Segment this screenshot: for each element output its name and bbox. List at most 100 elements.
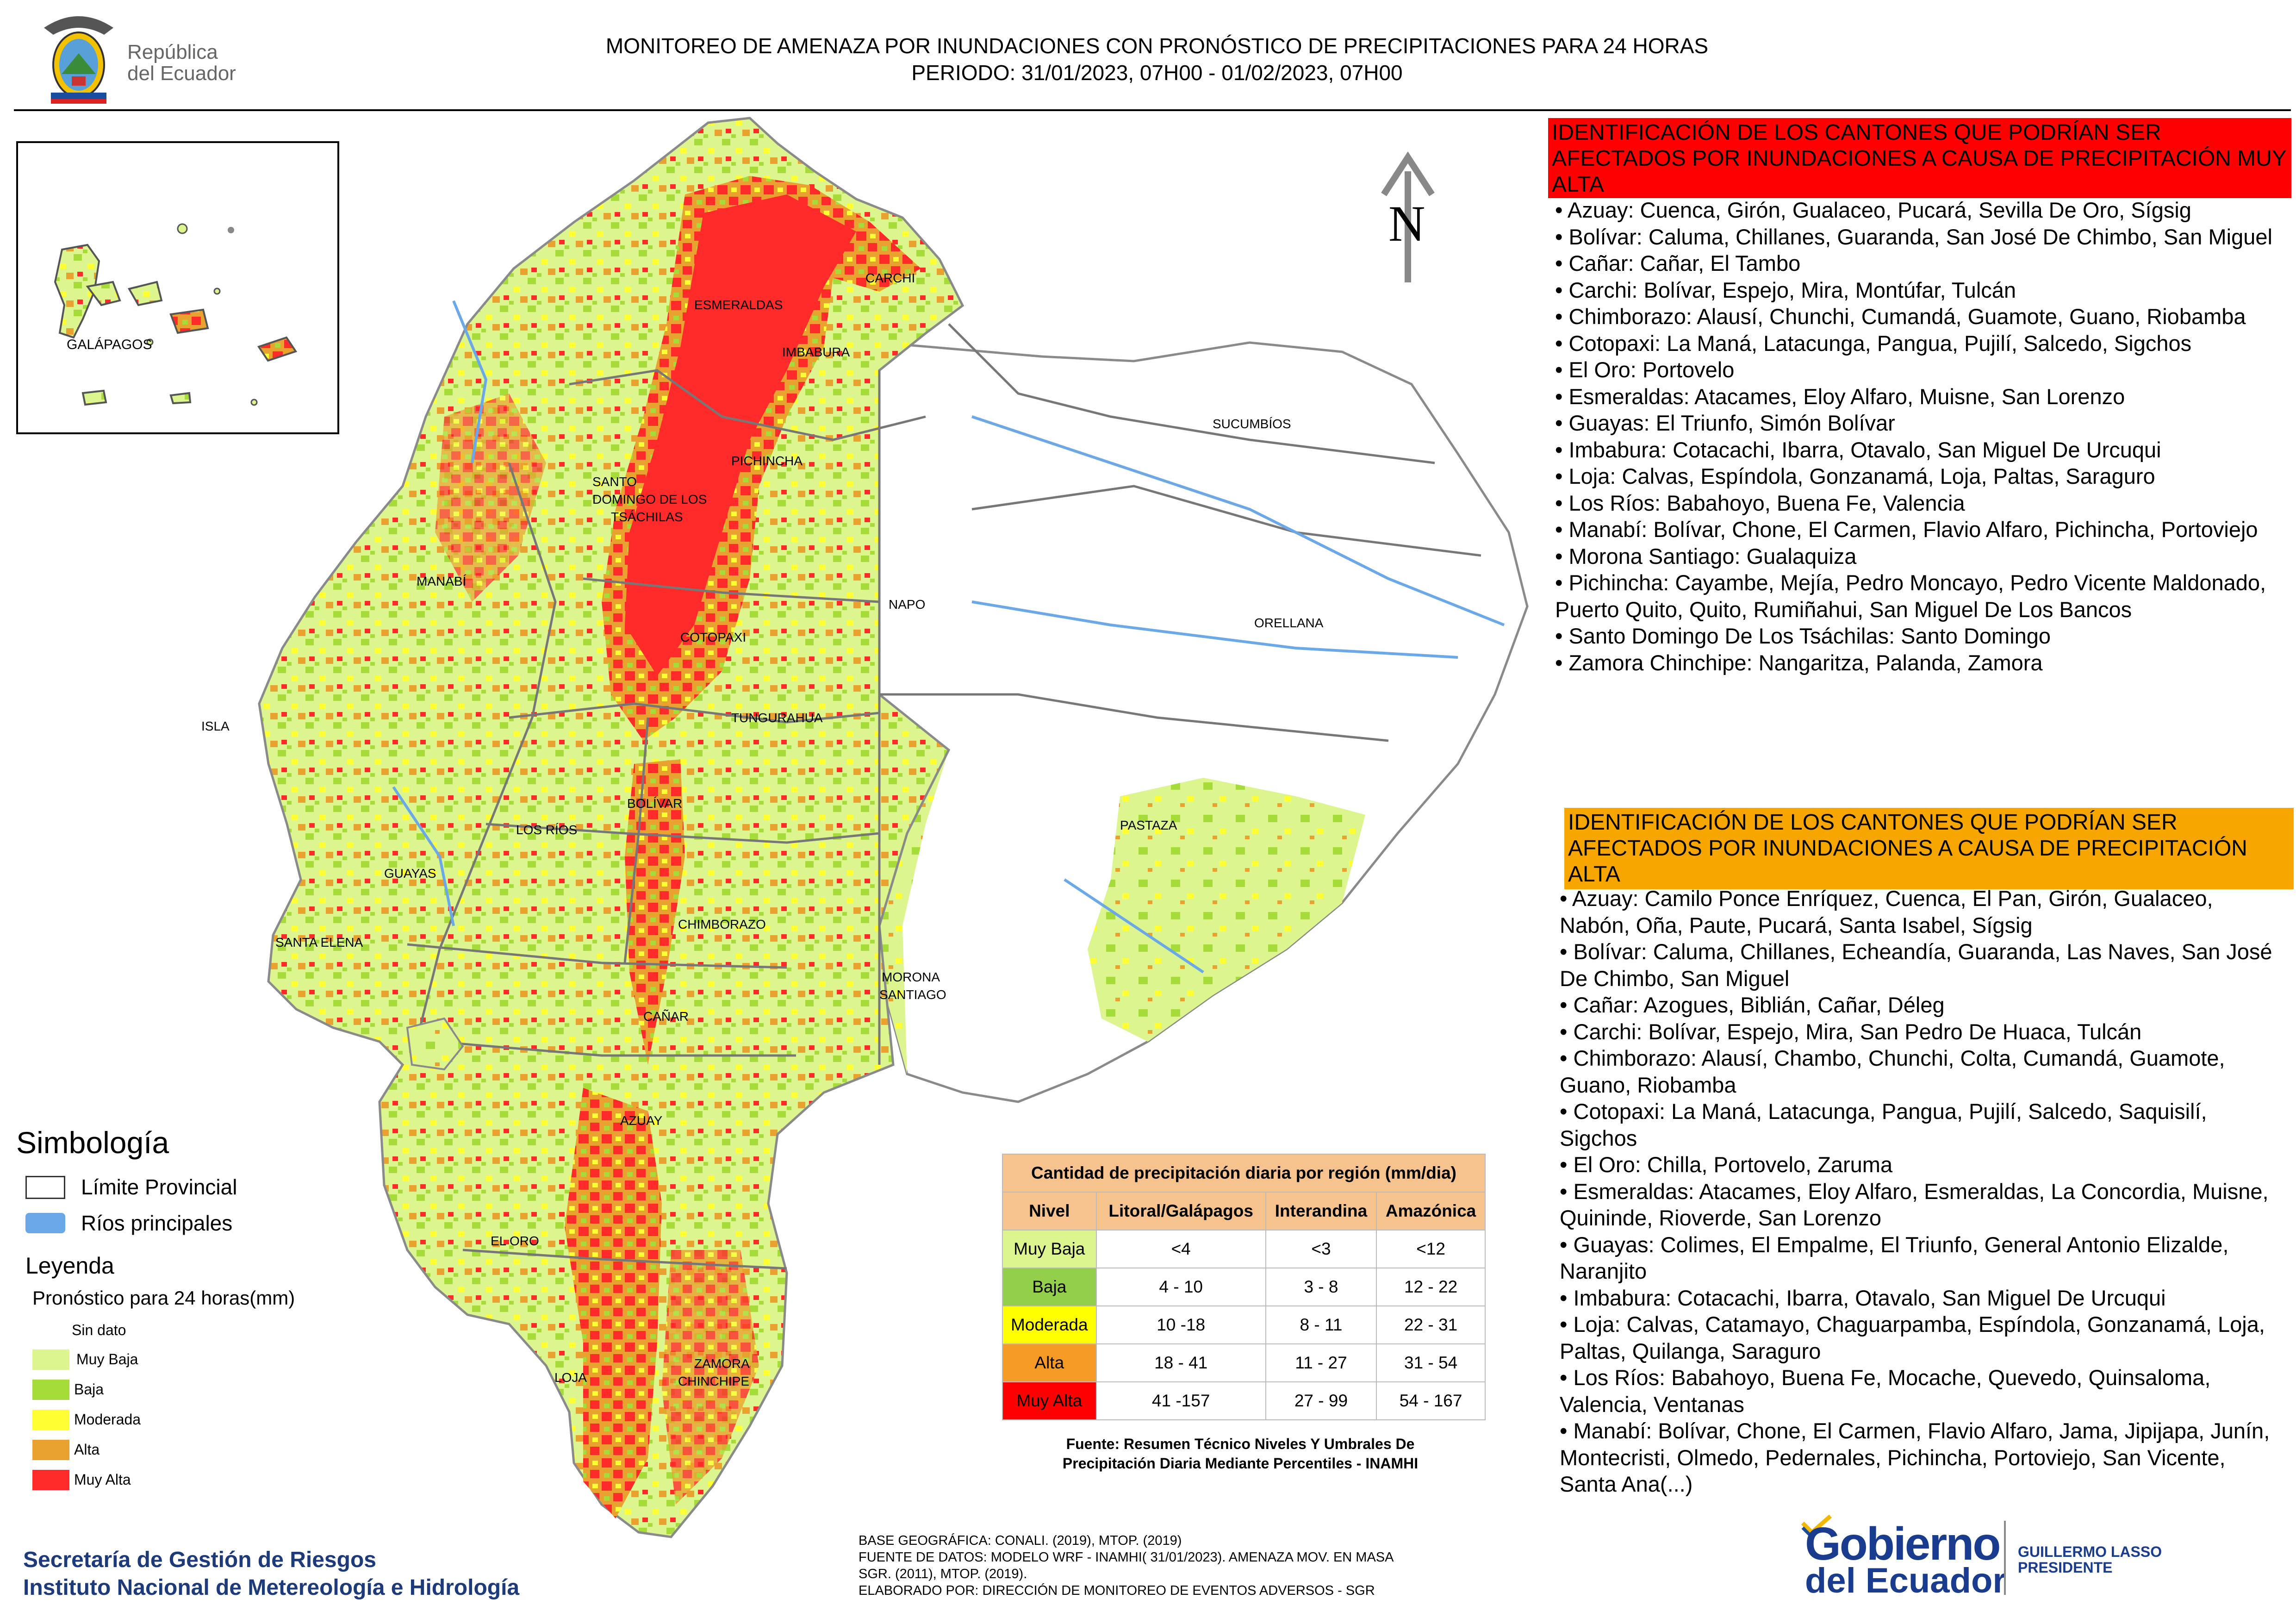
- credit-line: ELABORADO POR: DIRECCIÓN DE MONITOREO DE…: [859, 1583, 1375, 1598]
- list-item: • Manabí: Bolívar, Chone, El Carmen, Fla…: [1560, 1418, 2270, 1496]
- label-pastaza: PASTAZA: [1120, 818, 1177, 832]
- republica-emblem: República del Ecuador: [35, 9, 243, 106]
- list-item: • Bolívar: Caluma, Chillanes, Guaranda, …: [1555, 224, 2272, 249]
- table-cell: <12: [1376, 1230, 1486, 1268]
- table-cell-nivel: Alta: [1002, 1343, 1097, 1382]
- table-cell-nivel: Baja: [1002, 1268, 1097, 1306]
- label-azuay: AZUAY: [620, 1113, 663, 1128]
- table-header: Interandina: [1265, 1192, 1377, 1230]
- label-el-oro: EL ORO: [491, 1234, 539, 1248]
- leyenda-title: Leyenda: [25, 1253, 114, 1279]
- rios-swatch: [25, 1213, 65, 1233]
- label-galapagos: GALÁPAGOS: [67, 337, 152, 352]
- provincial-boundaries: [407, 323, 1481, 1270]
- label-tsachilas: TSÁCHILAS: [611, 510, 683, 524]
- gob-line-1: Gobierno: [1805, 1518, 2001, 1570]
- precipitation-table: Cantidad de precipitación diaria por reg…: [1002, 1154, 1486, 1420]
- list-item: • Chimborazo: Alausí, Chambo, Chunchi, C…: [1560, 1046, 2225, 1097]
- pronostico-title: Pronóstico para 24 horas(mm): [32, 1287, 295, 1309]
- simbologia-title: Simbología: [16, 1125, 169, 1160]
- footer-credits: BASE GEOGRÁFICA: CONALI. (2019), MTOP. (…: [859, 1532, 1506, 1599]
- org-line-2: Instituto Nacional de Metereología e Hid…: [23, 1575, 520, 1600]
- limite-swatch: [25, 1176, 65, 1199]
- gob-person-name: GUILLERMO LASSO: [2018, 1543, 2162, 1560]
- table-row: Muy Alta 41 -157 27 - 99 54 - 167: [1002, 1381, 1486, 1420]
- table-cell: 10 -18: [1095, 1305, 1266, 1344]
- label-chinchipe: CHINCHIPE: [678, 1374, 749, 1388]
- legend-label: Alta: [74, 1441, 100, 1458]
- list-item: • Loja: Calvas, Catamayo, Chaguarpamba, …: [1560, 1312, 2265, 1363]
- label-chimborazo: CHIMBORAZO: [678, 917, 766, 931]
- list-item: • Carchi: Bolívar, Espejo, Mira, San Ped…: [1560, 1019, 2142, 1044]
- table-cell: 31 - 54: [1376, 1343, 1486, 1382]
- legend-label: Baja: [74, 1381, 104, 1398]
- isla-puna: [406, 1017, 464, 1071]
- legend-label: Moderada: [74, 1411, 141, 1428]
- list-item: • Cotopaxi: La Maná, Latacunga, Pangua, …: [1560, 1099, 2207, 1150]
- label-cotopaxi: COTOPAXI: [680, 630, 746, 644]
- emblem-text-1: República: [127, 41, 218, 63]
- table-cell: 11 - 27: [1265, 1343, 1377, 1382]
- title-line-2: PERIODO: 31/01/2023, 07H00 - 01/02/2023,…: [911, 61, 1403, 85]
- legend-swatch: [32, 1349, 69, 1370]
- table-cell: 3 - 8: [1265, 1268, 1377, 1306]
- list-item: • Santo Domingo De Los Tsáchilas: Santo …: [1555, 624, 2051, 648]
- emblem-text-2: del Ecuador: [127, 62, 236, 85]
- galapagos-map: GALÁPAGOS: [54, 223, 298, 406]
- label-canar: CAÑAR: [643, 1009, 689, 1024]
- list-item: • Azuay: Cuenca, Girón, Gualaceo, Pucará…: [1555, 198, 2191, 222]
- label-zamora: ZAMORA: [694, 1356, 750, 1371]
- list-item: • Esmeraldas: Atacames, Eloy Alfaro, Mui…: [1555, 384, 2125, 409]
- north-label: N: [1388, 195, 1425, 252]
- table-cell: <3: [1265, 1230, 1377, 1268]
- source-line-1: Fuente: Resumen Técnico Niveles Y Umbral…: [1066, 1436, 1415, 1452]
- table-cell-nivel: Muy Alta: [1002, 1381, 1097, 1420]
- legend-swatch: [32, 1470, 69, 1490]
- label-los-rios: LOS RÍOS: [516, 823, 577, 837]
- list-item: • Bolívar: Caluma, Chillanes, Echeandía,…: [1560, 939, 2272, 991]
- galapagos-inset: GALÁPAGOS: [16, 141, 339, 434]
- legend-swatch: [32, 1440, 69, 1460]
- list-item: • Azuay: Camilo Ponce Enríquez, Cuenca, …: [1560, 886, 2213, 937]
- table-cell: <4: [1095, 1230, 1266, 1268]
- label-santo: SANTO: [592, 475, 637, 489]
- gob-line-2: del Ecuador: [1805, 1561, 2006, 1600]
- gob-person: GUILLERMO LASSO PRESIDENTE: [2018, 1544, 2162, 1575]
- table-cell: 22 - 31: [1376, 1305, 1486, 1344]
- list-item: • Zamora Chinchipe: Nangaritza, Palanda,…: [1555, 650, 2043, 675]
- list-item: • Cañar: Cañar, El Tambo: [1555, 251, 1801, 275]
- gob-divider: [2004, 1521, 2006, 1595]
- gobierno-logo: Gobierno del Ecuador GUILLERMO LASSO PRE…: [1800, 1514, 2263, 1602]
- ecuador-map: ESMERALDAS CARCHI IMBABURA SUCUMBÍOS PIC…: [201, 117, 1529, 1538]
- list-item: • Imbabura: Cotacachi, Ibarra, Otavalo, …: [1560, 1285, 2166, 1310]
- north-core: [625, 194, 856, 676]
- list-item: • Esmeraldas: Atacames, Eloy Alfaro, Esm…: [1560, 1179, 2269, 1230]
- north-arrow-icon: N: [1381, 151, 1435, 282]
- map-title: MONITOREO DE AMENAZA POR INUNDACIONES CO…: [417, 32, 1898, 86]
- orange-panel-heading: IDENTIFICACIÓN DE LOS CANTONES QUE PODRÍ…: [1564, 808, 2294, 889]
- list-item: • Manabí: Bolívar, Chone, El Carmen, Fla…: [1555, 517, 2258, 542]
- province-labels: ESMERALDAS CARCHI IMBABURA SUCUMBÍOS PIC…: [201, 271, 1324, 1388]
- table-header: Litoral/Galápagos: [1095, 1192, 1266, 1230]
- south-hot-zone: [565, 1088, 662, 1518]
- table-cell: 4 - 10: [1095, 1268, 1266, 1306]
- table-header: Amazónica: [1376, 1192, 1486, 1230]
- south-hot-zone-2: [662, 1250, 759, 1505]
- footer-organizations: Secretaría de Gestión de Riesgos Institu…: [23, 1546, 519, 1602]
- pastaza-green: [1088, 778, 1365, 1042]
- table-row: Baja 4 - 10 3 - 8 12 - 22: [1002, 1268, 1486, 1306]
- list-item: • Imbabura: Cotacachi, Ibarra, Otavalo, …: [1555, 437, 2161, 462]
- list-item: • Chimborazo: Alausí, Chunchi, Cumandá, …: [1555, 304, 2246, 329]
- red-panel-heading: IDENTIFICACIÓN DE LOS CANTONES QUE PODRÍ…: [1548, 118, 2291, 198]
- table-cell: 54 - 167: [1376, 1381, 1486, 1420]
- table-cell: 12 - 22: [1376, 1268, 1486, 1306]
- table-cell: 8 - 11: [1265, 1305, 1377, 1344]
- list-item: • Los Ríos: Babahoyo, Buena Fe, Mocache,…: [1560, 1365, 2211, 1417]
- table-cell-nivel: Muy Baja: [1002, 1230, 1097, 1268]
- coat-of-arms-icon: [44, 16, 113, 104]
- legend-swatch: [32, 1380, 69, 1400]
- label-loja: LOJA: [554, 1370, 587, 1385]
- list-item: • Guayas: El Triunfo, Simón Bolívar: [1555, 411, 1895, 435]
- table-cell-nivel: Moderada: [1002, 1305, 1097, 1344]
- legend-label: Sin dato: [72, 1322, 126, 1338]
